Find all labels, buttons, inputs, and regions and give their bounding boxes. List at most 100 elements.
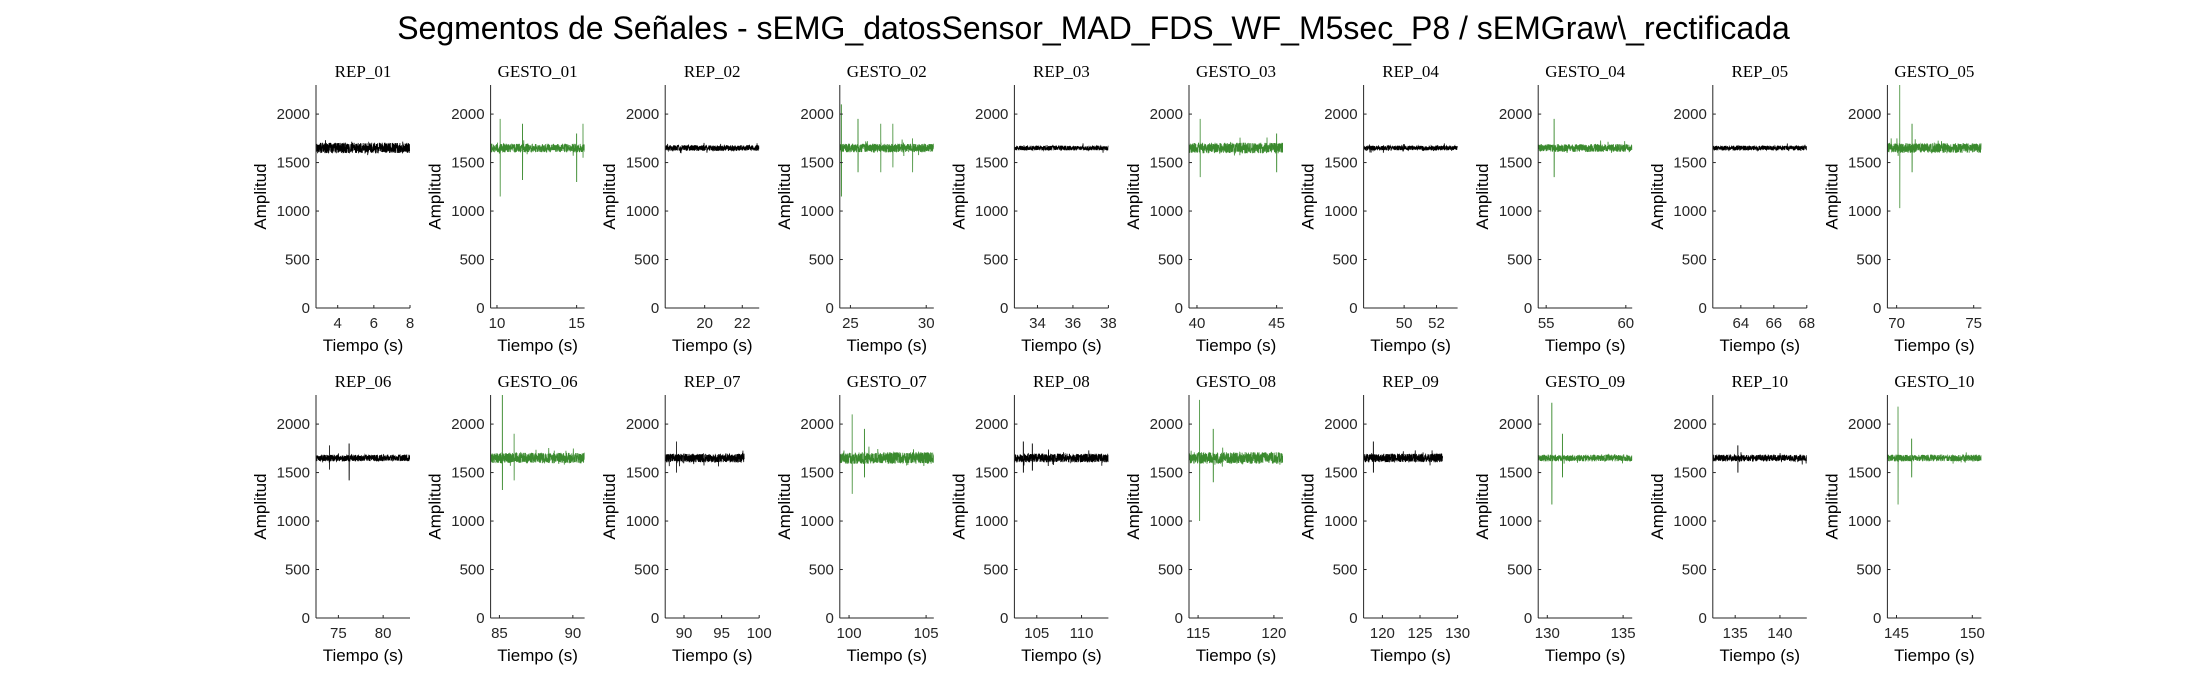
chart-10-ytick-label: 0: [1873, 300, 1881, 317]
chart-04-title: GESTO_02: [847, 62, 927, 81]
chart-15-xtick-label: 110: [1070, 625, 1094, 642]
chart-20-ytick-label: 500: [1856, 562, 1881, 579]
chart-13-title: REP_07: [684, 372, 741, 391]
chart-05-ytick-label: 500: [983, 252, 1008, 269]
chart-04-ytick-label: 0: [825, 300, 833, 317]
chart-18-signal-line: [1538, 402, 1633, 505]
chart-05-xtick-label: 36: [1065, 315, 1082, 332]
chart-06-ylabel: Amplitud: [1124, 163, 1143, 229]
chart-17-ytick-label: 0: [1349, 610, 1357, 627]
chart-20-ytick-label: 2000: [1848, 416, 1881, 433]
chart-17-ytick-label: 1000: [1324, 513, 1357, 530]
chart-03-xlabel: Tiempo (s): [672, 336, 753, 355]
chart-19-ytick-label: 1000: [1673, 513, 1706, 530]
chart-11-xlabel: Tiempo (s): [323, 646, 404, 665]
chart-20-ylabel: Amplitud: [1822, 473, 1841, 539]
chart-10-signal-line: [1887, 85, 1982, 209]
chart-01-xtick-label: 6: [370, 315, 378, 332]
chart-05-ytick-label: 2000: [975, 106, 1008, 123]
chart-09-ytick-label: 0: [1698, 300, 1706, 317]
chart-20-signal-line: [1887, 406, 1982, 505]
chart-16-ytick-label: 500: [1158, 562, 1183, 579]
chart-19-xlabel: Tiempo (s): [1719, 646, 1800, 665]
chart-08-xlabel: Tiempo (s): [1545, 336, 1626, 355]
chart-08-ytick-label: 0: [1524, 300, 1532, 317]
chart-03-xtick-label: 22: [734, 315, 751, 332]
chart-13-signal-line: [665, 441, 745, 473]
chart-09-ytick-label: 500: [1682, 252, 1707, 269]
chart-08-ytick-label: 1000: [1499, 203, 1532, 220]
chart-02-ytick-label: 0: [476, 300, 484, 317]
chart-19: 0 500 1000 1500 2000 135 140 REP_10 Tiempo (s) Am…: [1648, 372, 1807, 665]
chart-04-ytick-label: 1500: [800, 155, 833, 172]
chart-03-ytick-label: 500: [634, 252, 659, 269]
chart-06-ytick-label: 1500: [1150, 155, 1183, 172]
chart-06-xlabel: Tiempo (s): [1196, 336, 1277, 355]
chart-08-ytick-label: 2000: [1499, 106, 1532, 123]
chart-15-ytick-label: 2000: [975, 416, 1008, 433]
chart-17-xtick-label: 125: [1407, 625, 1432, 642]
chart-14-ytick-label: 2000: [800, 416, 833, 433]
chart-19-signal-line: [1712, 445, 1807, 473]
chart-03-ytick-label: 2000: [626, 106, 659, 123]
chart-04-signal-line: [839, 104, 934, 197]
chart-12-ytick-label: 500: [460, 562, 485, 579]
chart-05-ytick-label: 1500: [975, 155, 1008, 172]
chart-11-xtick-label: 75: [330, 625, 347, 642]
chart-13-xtick-label: 95: [713, 625, 730, 642]
chart-07-ylabel: Amplitud: [1299, 163, 1318, 229]
chart-13-xtick-label: 90: [676, 625, 693, 642]
chart-16-xtick-label: 120: [1261, 625, 1286, 642]
chart-08-xtick-label: 55: [1538, 315, 1555, 332]
chart-05-title: REP_03: [1033, 62, 1090, 81]
chart-03-ytick-label: 0: [651, 300, 659, 317]
chart-15-xtick-label: 105: [1024, 625, 1049, 642]
chart-19-title: REP_10: [1731, 372, 1788, 391]
chart-16-title: GESTO_08: [1196, 372, 1276, 391]
chart-01: 0 500 1000 1500 2000 4 6 8 REP_01 Tiempo (s) Ampli…: [251, 62, 414, 355]
chart-17-ylabel: Amplitud: [1299, 473, 1318, 539]
chart-09-xlabel: Tiempo (s): [1719, 336, 1800, 355]
chart-04-ytick-label: 2000: [800, 106, 833, 123]
chart-09-xtick-label: 66: [1765, 315, 1782, 332]
chart-07-ytick-label: 1500: [1324, 155, 1357, 172]
chart-07-ytick-label: 2000: [1324, 106, 1357, 123]
chart-05-xlabel: Tiempo (s): [1021, 336, 1102, 355]
chart-17-xtick-label: 130: [1445, 625, 1470, 642]
chart-11-ytick-label: 0: [302, 610, 310, 627]
chart-18-ylabel: Amplitud: [1473, 473, 1492, 539]
chart-05: 0 500 1000 1500 2000 34 36 38 REP_03 Tiempo (s) Am…: [949, 62, 1116, 355]
chart-02-xtick-label: 10: [489, 315, 506, 332]
chart-15-ytick-label: 1500: [975, 465, 1008, 482]
chart-15-ytick-label: 0: [1000, 610, 1008, 627]
chart-01-ytick-label: 2000: [277, 106, 310, 123]
chart-08-title: GESTO_04: [1545, 62, 1625, 81]
chart-12-ytick-label: 2000: [451, 416, 484, 433]
figure-title: Segmentos de Señales - sEMG_datosSensor_…: [397, 10, 1790, 46]
chart-18-ytick-label: 2000: [1499, 416, 1532, 433]
chart-10-ytick-label: 1000: [1848, 203, 1881, 220]
chart-15-title: REP_08: [1033, 372, 1090, 391]
chart-20: 0 500 1000 1500 2000 145 150 GESTO_10 Tiempo (s)…: [1822, 372, 1984, 665]
chart-20-ytick-label: 0: [1873, 610, 1881, 627]
chart-04-ylabel: Amplitud: [775, 163, 794, 229]
chart-07-xtick-label: 50: [1396, 315, 1413, 332]
chart-10-xlabel: Tiempo (s): [1894, 336, 1975, 355]
chart-04-ytick-label: 500: [809, 252, 834, 269]
chart-18-xtick-label: 130: [1535, 625, 1560, 642]
chart-15-xlabel: Tiempo (s): [1021, 646, 1102, 665]
chart-06-ytick-label: 500: [1158, 252, 1183, 269]
chart-19-ylabel: Amplitud: [1648, 473, 1667, 539]
chart-10-ytick-label: 2000: [1848, 106, 1881, 123]
chart-11-signal-line: [316, 443, 410, 481]
chart-04-xtick-label: 25: [842, 315, 859, 332]
chart-04-ytick-label: 1000: [800, 203, 833, 220]
chart-05-signal-line: [1014, 143, 1109, 153]
chart-12-title: GESTO_06: [498, 372, 578, 391]
chart-03-ytick-label: 1000: [626, 203, 659, 220]
chart-18-ytick-label: 1500: [1499, 465, 1532, 482]
chart-02: 0 500 1000 1500 2000 10 15 GESTO_01 Tiempo (s) Am…: [426, 62, 585, 355]
chart-17-ytick-label: 2000: [1324, 416, 1357, 433]
chart-14-ytick-label: 0: [825, 610, 833, 627]
chart-20-ytick-label: 1000: [1848, 513, 1881, 530]
